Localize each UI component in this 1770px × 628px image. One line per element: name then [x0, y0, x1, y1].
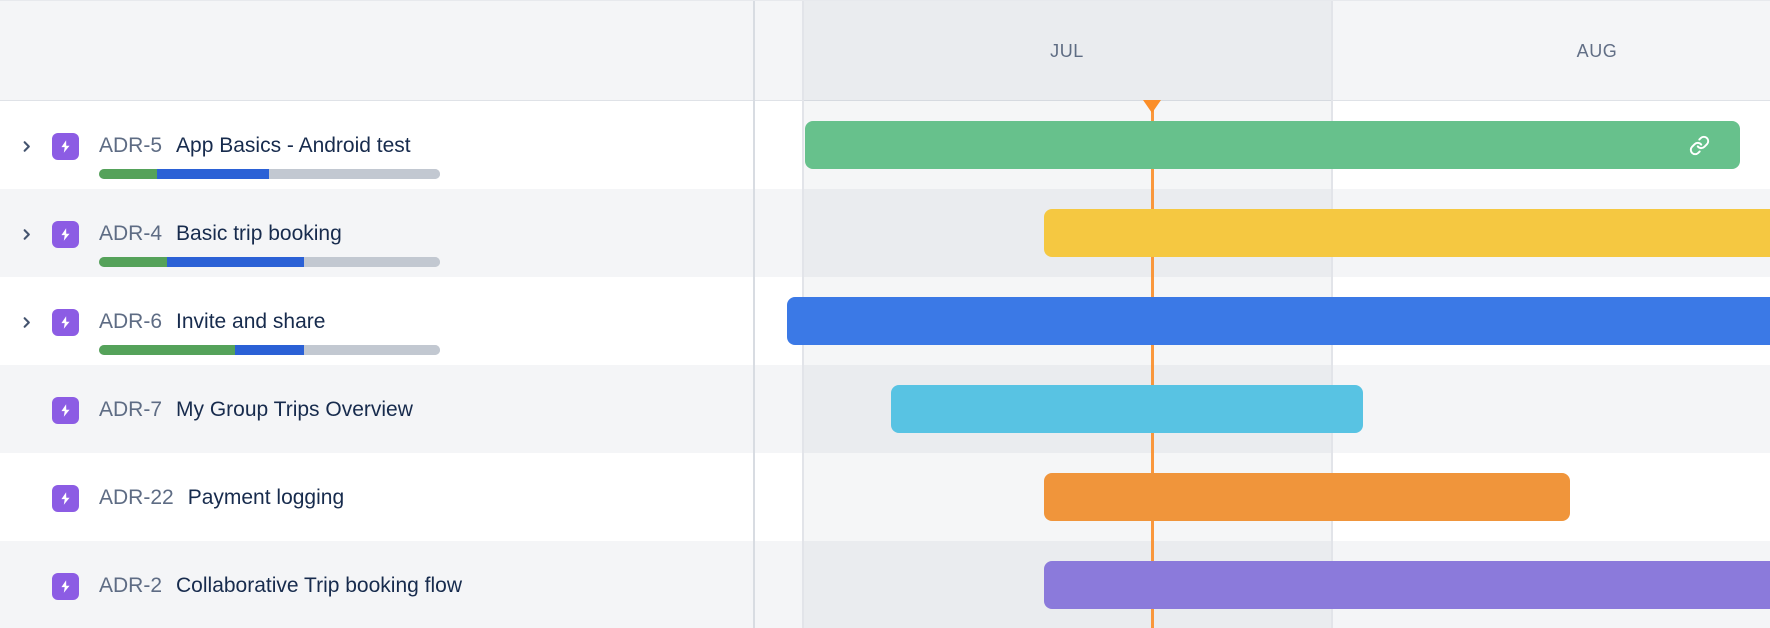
progress-segment-done [99, 169, 157, 179]
issue-key: ADR-7 [99, 398, 163, 421]
expand-chevron-icon[interactable] [18, 314, 34, 330]
progress-segment-todo [269, 169, 440, 179]
link-icon [1688, 134, 1710, 156]
expand-chevron-icon[interactable] [18, 138, 34, 154]
progress-segment-done [99, 257, 168, 267]
issue-key: ADR-4 [99, 222, 163, 245]
timeline-bar-adr-2[interactable] [1044, 561, 1770, 609]
issue-key: ADR-6 [99, 310, 163, 333]
epic-row-label[interactable]: ADR-2 Collaborative Trip booking flow [0, 569, 462, 603]
issue-title: App Basics - Android test [176, 134, 411, 157]
issue-title: Invite and share [176, 310, 326, 333]
timeline-row-adr-7[interactable]: ADR-7 My Group Trips Overview [0, 365, 1770, 453]
month-header-jul: JUL [1050, 40, 1084, 61]
month-header-aug: AUG [1576, 40, 1618, 61]
issue-title: Basic trip booking [176, 222, 342, 245]
progress-segment-todo [303, 257, 440, 267]
timeline-bar-adr-7[interactable] [891, 385, 1363, 433]
epic-row-label[interactable]: ADR-22 Payment logging [0, 481, 344, 515]
timeline-bar-adr-4[interactable] [1044, 209, 1770, 257]
issue-title: My Group Trips Overview [176, 398, 413, 421]
epic-rows: ADR-5 App Basics - Android test ADR-4 Basic… [0, 101, 1770, 628]
timeline-bar-adr-5[interactable] [805, 121, 1740, 169]
progress-segment-inprog [235, 345, 304, 355]
progress-segment-todo [303, 345, 440, 355]
epic-type-icon [52, 132, 79, 160]
expand-chevron-icon[interactable] [18, 226, 34, 242]
progress-segment-inprog [156, 169, 270, 179]
timeline-header: JUL AUG [0, 1, 1770, 101]
timeline-bar-adr-22[interactable] [1044, 473, 1570, 521]
issue-title: Collaborative Trip booking flow [176, 574, 462, 597]
epic-row-label[interactable]: ADR-5 App Basics - Android test [0, 129, 411, 163]
issue-key: ADR-22 [99, 486, 174, 509]
issue-title: Payment logging [187, 486, 345, 509]
issue-key: ADR-5 [99, 134, 163, 157]
epic-type-icon [52, 220, 79, 248]
epic-type-icon [52, 572, 79, 600]
epic-progress-bar [99, 345, 440, 355]
epic-progress-bar [99, 257, 440, 267]
epic-type-icon [52, 308, 79, 336]
epic-progress-bar [99, 169, 440, 179]
timeline-bar-adr-6[interactable] [787, 297, 1770, 345]
epic-type-icon [52, 396, 79, 424]
issue-key: ADR-2 [99, 574, 163, 597]
progress-segment-done [99, 345, 236, 355]
epic-type-icon [52, 484, 79, 512]
progress-segment-inprog [167, 257, 304, 267]
epic-row-label[interactable]: ADR-4 Basic trip booking [0, 217, 342, 251]
epic-row-label[interactable]: ADR-6 Invite and share [0, 305, 325, 339]
epic-row-label[interactable]: ADR-7 My Group Trips Overview [0, 393, 413, 427]
